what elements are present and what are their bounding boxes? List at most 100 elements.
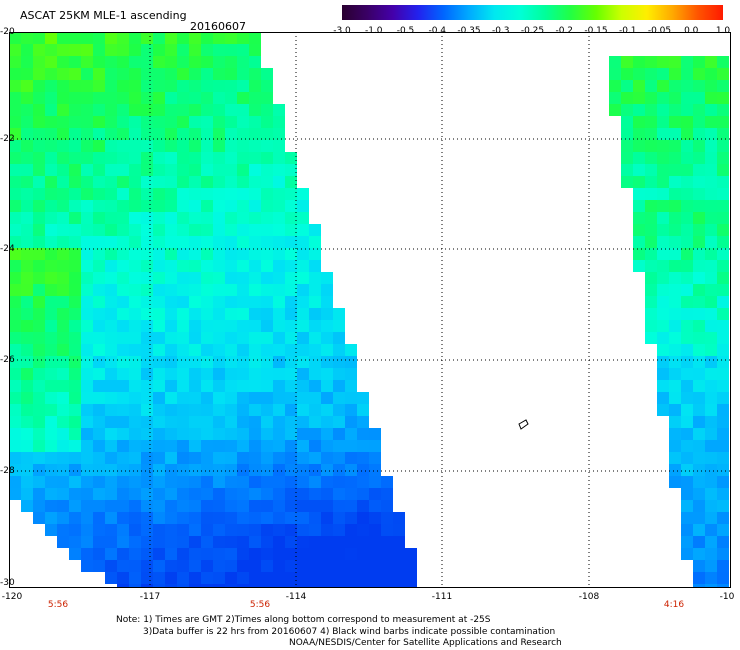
swath-cell <box>717 164 729 176</box>
swath-cell <box>213 152 225 164</box>
swath-cell <box>321 572 333 584</box>
swath-cell <box>81 80 93 92</box>
swath-cell <box>249 500 261 512</box>
swath-cell <box>249 344 261 356</box>
swath-cell <box>357 548 369 560</box>
swath-cell <box>105 392 117 404</box>
swath-cell <box>141 380 153 392</box>
swath-cell <box>165 392 177 404</box>
swath-cell <box>189 284 201 296</box>
swath-cell <box>213 392 225 404</box>
swath-cell <box>333 488 345 500</box>
swath-cell <box>393 524 405 536</box>
swath-cell <box>693 188 705 200</box>
swath-cell <box>633 56 645 68</box>
swath-cell <box>153 356 165 368</box>
swath-cell <box>105 284 117 296</box>
swath-cell <box>165 224 177 236</box>
swath-cell <box>165 380 177 392</box>
swath-cell <box>273 152 285 164</box>
lon-label: -114 <box>285 592 307 602</box>
swath-cell <box>129 44 141 56</box>
swath-cell <box>693 104 705 116</box>
swath-cell <box>105 536 117 548</box>
swath-cell <box>189 212 201 224</box>
swath-cell <box>9 176 21 188</box>
swath-cell <box>21 260 33 272</box>
swath-cell <box>33 320 45 332</box>
swath-cell <box>105 488 117 500</box>
swath-cell <box>249 416 261 428</box>
swath-cell <box>249 572 261 584</box>
swath-cell <box>297 296 309 308</box>
swath-cell <box>693 116 705 128</box>
swath-cell <box>45 500 57 512</box>
swath-cell <box>285 560 297 572</box>
swath-cell <box>33 260 45 272</box>
swath-cell <box>693 500 705 512</box>
swath-cell <box>297 344 309 356</box>
swath-cell <box>657 116 669 128</box>
swath-cell <box>381 512 393 524</box>
swath-cell <box>669 284 681 296</box>
swath-cell <box>177 152 189 164</box>
swath-cell <box>681 512 693 524</box>
swath-cell <box>177 296 189 308</box>
swath-cell <box>177 176 189 188</box>
swath-cell <box>237 164 249 176</box>
swath-cell <box>177 284 189 296</box>
swath-cell <box>273 248 285 260</box>
swath-cell <box>249 548 261 560</box>
swath-cell <box>57 476 69 488</box>
swath-cell <box>249 404 261 416</box>
swath-cell <box>189 308 201 320</box>
swath-cell <box>117 500 129 512</box>
swath-cell <box>105 368 117 380</box>
swath-cell <box>369 464 381 476</box>
swath-cell <box>261 128 273 140</box>
swath-cell <box>201 152 213 164</box>
swath-cell <box>177 560 189 572</box>
map-title: ASCAT 25KM MLE-1 ascending <box>20 9 187 22</box>
swath-cell <box>9 32 21 44</box>
swath-cell <box>309 524 321 536</box>
swath-cell <box>225 104 237 116</box>
swath-cell <box>141 128 153 140</box>
swath-cell <box>261 92 273 104</box>
swath-cell <box>717 140 729 152</box>
swath-cell <box>153 32 165 44</box>
swath-cell <box>297 536 309 548</box>
swath-cell <box>93 164 105 176</box>
swath-cell <box>45 524 57 536</box>
swath-cell <box>93 140 105 152</box>
swath-cell <box>261 248 273 260</box>
swath-cell <box>81 452 93 464</box>
swath-cell <box>45 80 57 92</box>
swath-cell <box>693 224 705 236</box>
swath-cell <box>717 176 729 188</box>
swath-cell <box>189 92 201 104</box>
swath-cell <box>357 488 369 500</box>
swath-cell <box>261 188 273 200</box>
swath-cell <box>621 128 633 140</box>
swath-cell <box>213 116 225 128</box>
swath-cell <box>177 80 189 92</box>
swath-cell <box>309 236 321 248</box>
swath-cell <box>177 524 189 536</box>
swath-cell <box>21 356 33 368</box>
swath-cell <box>693 140 705 152</box>
swath-cell <box>201 224 213 236</box>
swath-cell <box>285 524 297 536</box>
swath-cell <box>21 176 33 188</box>
swath-cell <box>189 128 201 140</box>
swath-cell <box>93 416 105 428</box>
swath-cell <box>69 56 81 68</box>
swath-cell <box>165 92 177 104</box>
swath-cell <box>153 80 165 92</box>
swath-cell <box>189 416 201 428</box>
swath-cell <box>357 476 369 488</box>
swath-cell <box>705 404 717 416</box>
swath-cell <box>105 560 117 572</box>
swath-cell <box>237 224 249 236</box>
swath-cell <box>213 512 225 524</box>
